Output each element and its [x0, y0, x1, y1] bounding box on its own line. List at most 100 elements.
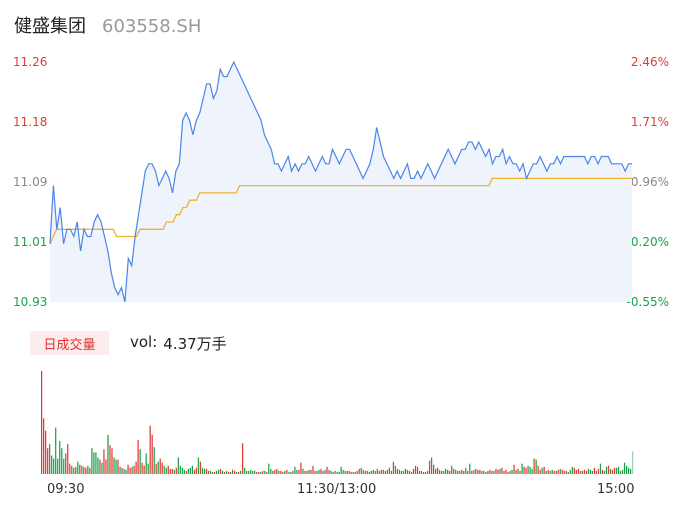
- volume-bar: [246, 470, 248, 474]
- volume-bar: [400, 470, 403, 474]
- volume-bar: [286, 469, 288, 474]
- volume-bar: [101, 462, 103, 474]
- volume-bar: [129, 467, 131, 474]
- volume-bar: [535, 459, 537, 474]
- volume-bar: [197, 457, 200, 474]
- volume-bar: [207, 470, 210, 474]
- price-area-fill: [50, 62, 632, 302]
- volume-bar: [364, 470, 366, 474]
- volume-bar: [163, 465, 165, 474]
- volume-bar: [627, 467, 630, 474]
- volume-bar: [497, 469, 499, 474]
- volume-bar: [549, 470, 551, 474]
- volume-bar: [366, 470, 368, 474]
- volume-bar: [424, 471, 427, 474]
- volume-bar: [93, 452, 95, 474]
- time-tick-open: 09:30: [47, 482, 85, 497]
- volume-bar: [475, 468, 477, 474]
- volume-bar: [278, 470, 280, 474]
- volume-bar: [445, 468, 447, 474]
- volume-bar: [372, 469, 374, 474]
- volume-bar: [465, 467, 467, 474]
- volume-bar: [398, 469, 401, 474]
- price-line: [49, 60, 632, 303]
- volume-bar: [238, 471, 240, 474]
- volume-bar: [79, 464, 81, 474]
- volume-bar: [103, 449, 105, 474]
- volume-bar: [513, 464, 515, 474]
- volume-bar: [340, 466, 342, 474]
- volume-bar: [201, 467, 204, 474]
- volume-bar: [408, 470, 411, 474]
- volume-bar: [143, 465, 145, 474]
- volume-bar: [209, 470, 212, 474]
- volume-bar: [531, 468, 533, 474]
- volume-bar: [459, 470, 461, 474]
- volume-bar: [449, 470, 451, 474]
- volume-bar: [545, 470, 547, 474]
- volume-bar: [593, 467, 596, 474]
- volume-label: vol:: [130, 333, 158, 351]
- volume-bar: [573, 467, 575, 474]
- volume-bar: [529, 466, 531, 474]
- volume-bar: [167, 465, 169, 474]
- volume-bar: [310, 469, 312, 474]
- volume-bar: [623, 462, 626, 474]
- volume-bar: [561, 469, 563, 474]
- volume-bar: [256, 471, 258, 474]
- volume-bar: [332, 471, 334, 474]
- volume-bar: [244, 467, 246, 474]
- right-tick-label: 0.96%: [630, 175, 669, 189]
- volume-bar: [316, 470, 318, 474]
- volume-bar: [195, 467, 198, 474]
- left-tick-label: 11.26: [13, 55, 48, 69]
- volume-bar: [248, 470, 250, 474]
- volume-bar: [609, 468, 612, 474]
- volume-bar: [270, 468, 272, 474]
- volume-bar: [483, 470, 485, 474]
- volume-bar: [199, 461, 202, 474]
- volume-bar: [354, 471, 356, 474]
- volume-bar: [499, 468, 501, 474]
- volume-tab[interactable]: 日成交量: [30, 331, 109, 355]
- volume-bar: [583, 469, 585, 474]
- volume-bar: [191, 465, 194, 474]
- volume-bar: [258, 471, 260, 474]
- volume-bar: [169, 468, 171, 474]
- volume-bar: [272, 470, 274, 474]
- volume-bar: [274, 469, 276, 474]
- volume-bar: [233, 470, 236, 474]
- volume-bar: [149, 425, 151, 474]
- volume-bar: [477, 469, 479, 474]
- volume-bar: [91, 448, 93, 474]
- volume-bar: [139, 449, 141, 474]
- volume-bar: [406, 469, 409, 474]
- volume-bar: [511, 469, 513, 474]
- volume-bar: [455, 469, 457, 474]
- stock-header: 健盛集团 603558.SH: [14, 12, 201, 40]
- volume-bar: [569, 469, 571, 474]
- volume-bar: [151, 434, 153, 474]
- left-tick-label: 11.09: [13, 175, 48, 189]
- volume-bar: [63, 458, 65, 474]
- volume-bar: [71, 465, 73, 474]
- volume-bar: [308, 469, 310, 474]
- volume-bar: [390, 470, 393, 474]
- volume-bar: [350, 471, 352, 474]
- volume-bar: [501, 467, 503, 474]
- volume-bar: [577, 468, 579, 474]
- volume-bar: [579, 470, 581, 474]
- volume-bar: [601, 469, 604, 474]
- volume-bar: [181, 467, 183, 474]
- volume-bar: [69, 463, 71, 474]
- volume-bar: [147, 463, 149, 474]
- volume-bar: [219, 468, 222, 474]
- volume-bar: [205, 468, 208, 474]
- volume-bar: [469, 463, 471, 474]
- volume-bar: [141, 462, 143, 474]
- volume-bar: [185, 470, 187, 474]
- volume-bar: [97, 457, 99, 474]
- volume-bar: [125, 469, 127, 474]
- volume-bar: [173, 469, 175, 474]
- volume-bar: [51, 455, 53, 474]
